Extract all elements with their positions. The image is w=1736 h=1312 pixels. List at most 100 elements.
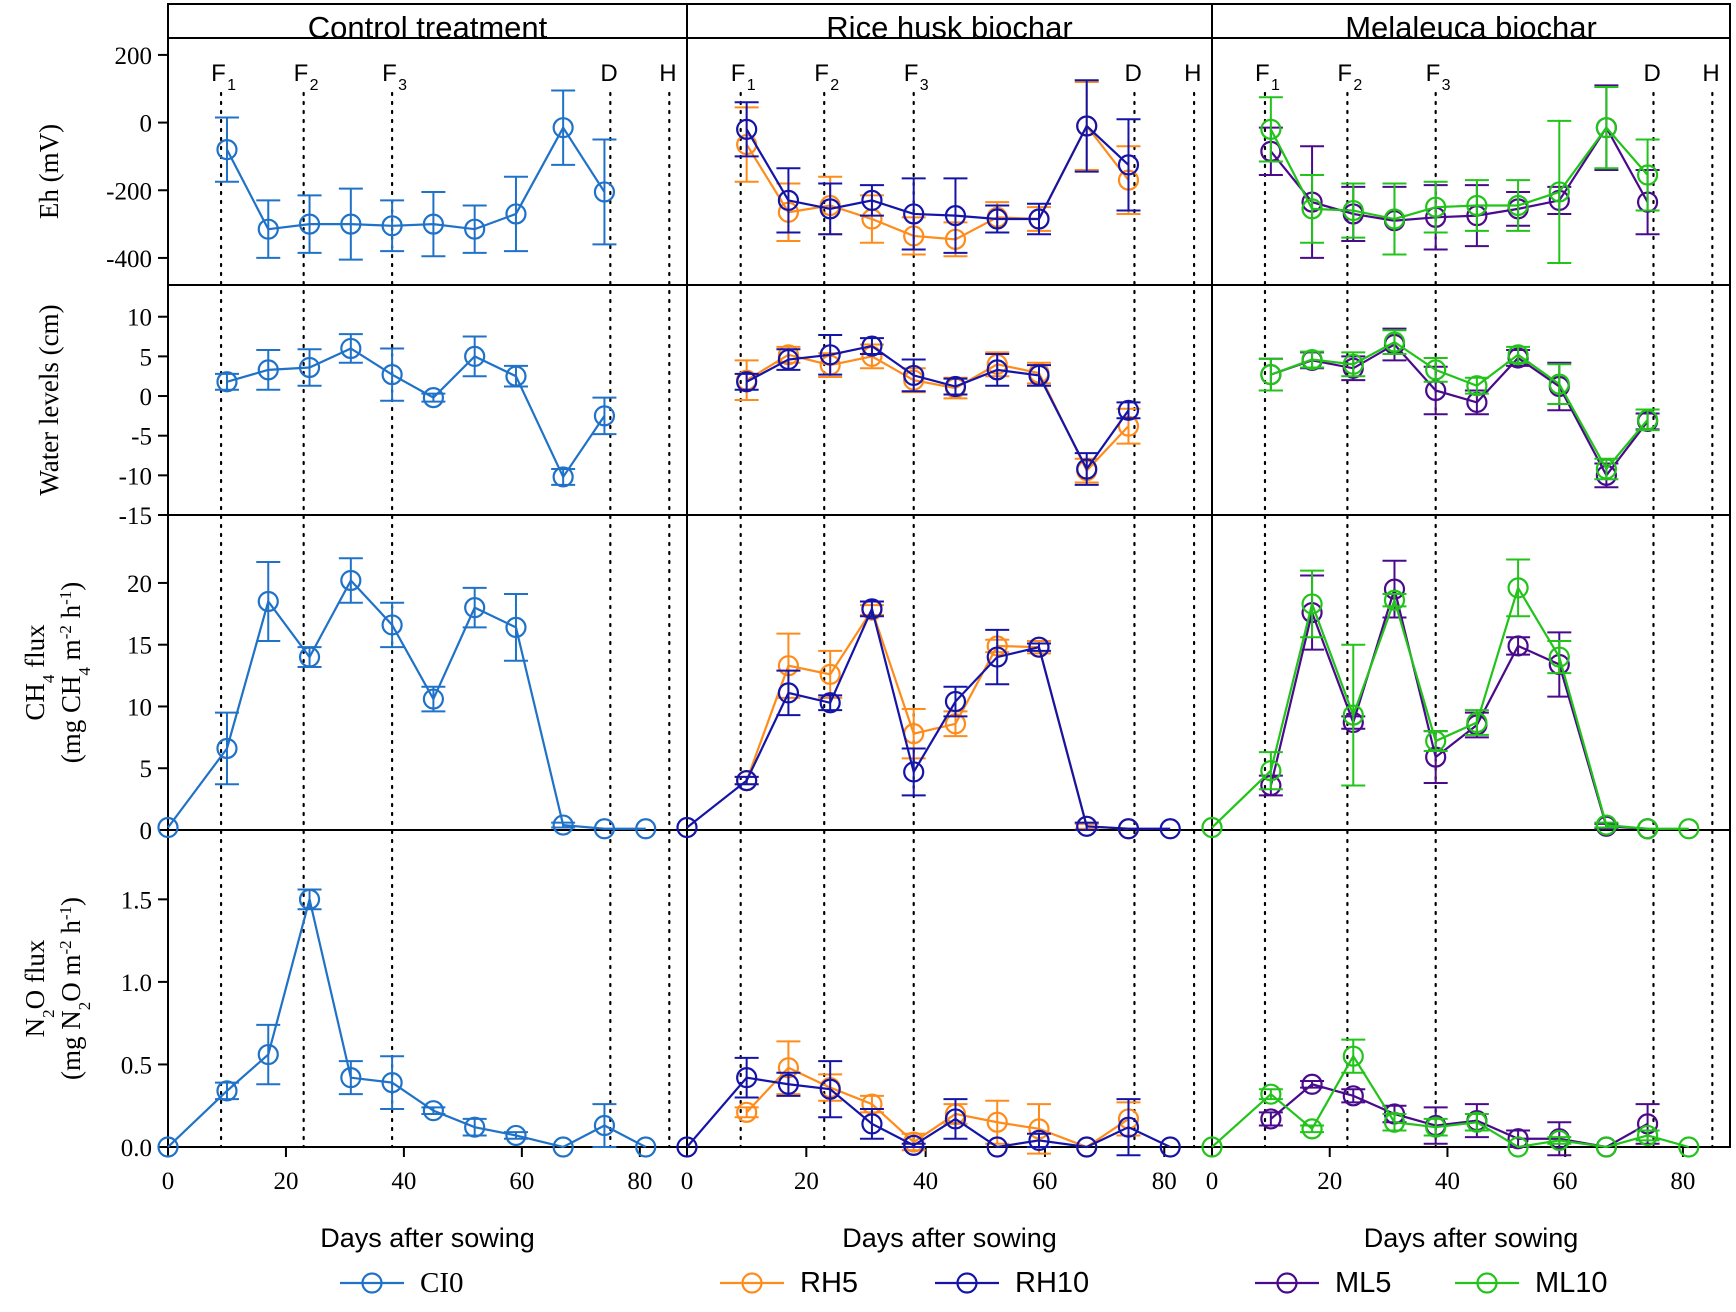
legend-item-rh5: RH5 bbox=[720, 1267, 858, 1299]
y-tick-label: 0.0 bbox=[121, 1135, 152, 1162]
data-point bbox=[1117, 399, 1140, 421]
series-ci0-row2 bbox=[157, 557, 657, 840]
data-point bbox=[1260, 760, 1282, 782]
data-point bbox=[736, 1067, 758, 1089]
data-point bbox=[505, 203, 527, 225]
data-point bbox=[1028, 364, 1050, 387]
series-line bbox=[745, 1066, 1130, 1149]
y-axis-title-part: -2 bbox=[56, 625, 75, 639]
x-tick-label: 0 bbox=[681, 1168, 694, 1195]
x-tick-label: 60 bbox=[1032, 1168, 1057, 1195]
series-line bbox=[1270, 340, 1649, 471]
y-tick-label: 0.5 bbox=[121, 1052, 152, 1079]
data-point bbox=[903, 1134, 925, 1156]
data-point bbox=[298, 356, 321, 379]
series-line bbox=[746, 353, 1130, 473]
data-point bbox=[257, 218, 279, 240]
x-tick-label: 60 bbox=[509, 1168, 534, 1195]
data-point bbox=[1548, 1129, 1570, 1151]
series-line bbox=[167, 578, 646, 830]
series-ci0-row3 bbox=[157, 888, 657, 1158]
event-label: F bbox=[1337, 60, 1352, 87]
y-tick-label: -5 bbox=[131, 424, 152, 451]
data-point bbox=[422, 213, 444, 235]
data-point bbox=[422, 1100, 444, 1122]
data-point bbox=[1548, 646, 1570, 668]
data-point bbox=[1636, 409, 1659, 431]
data-point bbox=[381, 215, 403, 237]
data-point bbox=[819, 692, 841, 714]
event-label: F bbox=[1255, 60, 1270, 87]
data-point bbox=[340, 1067, 362, 1089]
data-point bbox=[257, 590, 279, 613]
data-point bbox=[422, 387, 444, 409]
data-point bbox=[216, 371, 238, 393]
data-point bbox=[216, 737, 238, 760]
y-tick-label: 20 bbox=[127, 571, 152, 598]
x-tick-label: 40 bbox=[391, 1168, 416, 1195]
data-point bbox=[1201, 1136, 1223, 1158]
legend-item-ml10: ML10 bbox=[1455, 1267, 1608, 1299]
series-rh10-row0 bbox=[734, 79, 1141, 254]
data-point bbox=[1507, 635, 1529, 657]
data-point bbox=[1028, 1129, 1050, 1151]
series-rh5-row2 bbox=[734, 599, 1140, 840]
x-tick-label: 20 bbox=[1317, 1168, 1342, 1195]
data-point bbox=[1201, 816, 1223, 839]
y-axis-title-part: CH bbox=[20, 683, 50, 721]
data-point bbox=[1342, 353, 1364, 375]
data-point bbox=[505, 365, 527, 387]
event-label: D bbox=[600, 60, 617, 87]
y-tick-label: 10 bbox=[127, 694, 152, 721]
y-tick-label: 15 bbox=[127, 633, 152, 660]
series-line bbox=[745, 607, 1129, 830]
data-point bbox=[1301, 348, 1323, 371]
series-line bbox=[745, 124, 1130, 221]
data-point bbox=[1159, 1136, 1181, 1158]
data-point bbox=[1117, 154, 1140, 176]
y-axis-title-part: O flux bbox=[20, 939, 50, 1009]
data-point bbox=[1301, 1073, 1323, 1095]
data-point bbox=[1383, 589, 1406, 611]
data-point bbox=[1636, 818, 1659, 840]
series-ml10-row3 bbox=[1201, 1038, 1700, 1158]
series-ml5-row0 bbox=[1258, 84, 1660, 259]
data-point bbox=[552, 117, 574, 139]
data-point bbox=[1636, 1124, 1659, 1147]
data-point bbox=[381, 364, 403, 386]
data-point bbox=[340, 337, 362, 360]
event-label: D bbox=[1124, 60, 1141, 87]
data-point bbox=[1076, 815, 1098, 837]
data-point bbox=[819, 198, 841, 220]
y-tick-label: 5 bbox=[140, 756, 153, 783]
data-point bbox=[676, 816, 698, 839]
y-tick-label: 1.0 bbox=[121, 970, 152, 997]
series-ml10-row1 bbox=[1258, 329, 1660, 481]
data-point bbox=[1507, 1136, 1529, 1158]
series-ci0-row0 bbox=[214, 89, 617, 261]
data-point bbox=[298, 646, 321, 668]
data-point bbox=[1076, 115, 1098, 137]
y-axis-title-n2o-unit: (mg N2O m-2 h-1) bbox=[56, 897, 94, 1080]
series-line bbox=[1270, 125, 1649, 222]
y-axis-title-water: Water levels (cm) bbox=[34, 304, 64, 495]
data-point bbox=[635, 1136, 657, 1158]
y-axis-title-part: ) bbox=[56, 897, 86, 906]
data-point bbox=[819, 344, 841, 366]
data-point bbox=[1383, 208, 1406, 230]
data-point bbox=[1548, 373, 1570, 395]
series-line bbox=[686, 605, 1171, 830]
y-axis-title-eh: Eh (mV) bbox=[34, 124, 64, 219]
data-point bbox=[1076, 458, 1098, 480]
data-point bbox=[986, 208, 1008, 230]
y-axis-title-part: (mg N bbox=[56, 1010, 86, 1080]
data-point bbox=[1301, 198, 1323, 220]
legend-item-rh10: RH10 bbox=[935, 1267, 1089, 1299]
data-point bbox=[552, 1136, 574, 1158]
data-point bbox=[157, 816, 179, 839]
data-point bbox=[298, 888, 321, 910]
data-point bbox=[736, 118, 758, 140]
y-axis-title-part: N bbox=[20, 1018, 50, 1038]
data-point bbox=[1507, 577, 1529, 599]
y-tick-label: 10 bbox=[127, 305, 152, 332]
